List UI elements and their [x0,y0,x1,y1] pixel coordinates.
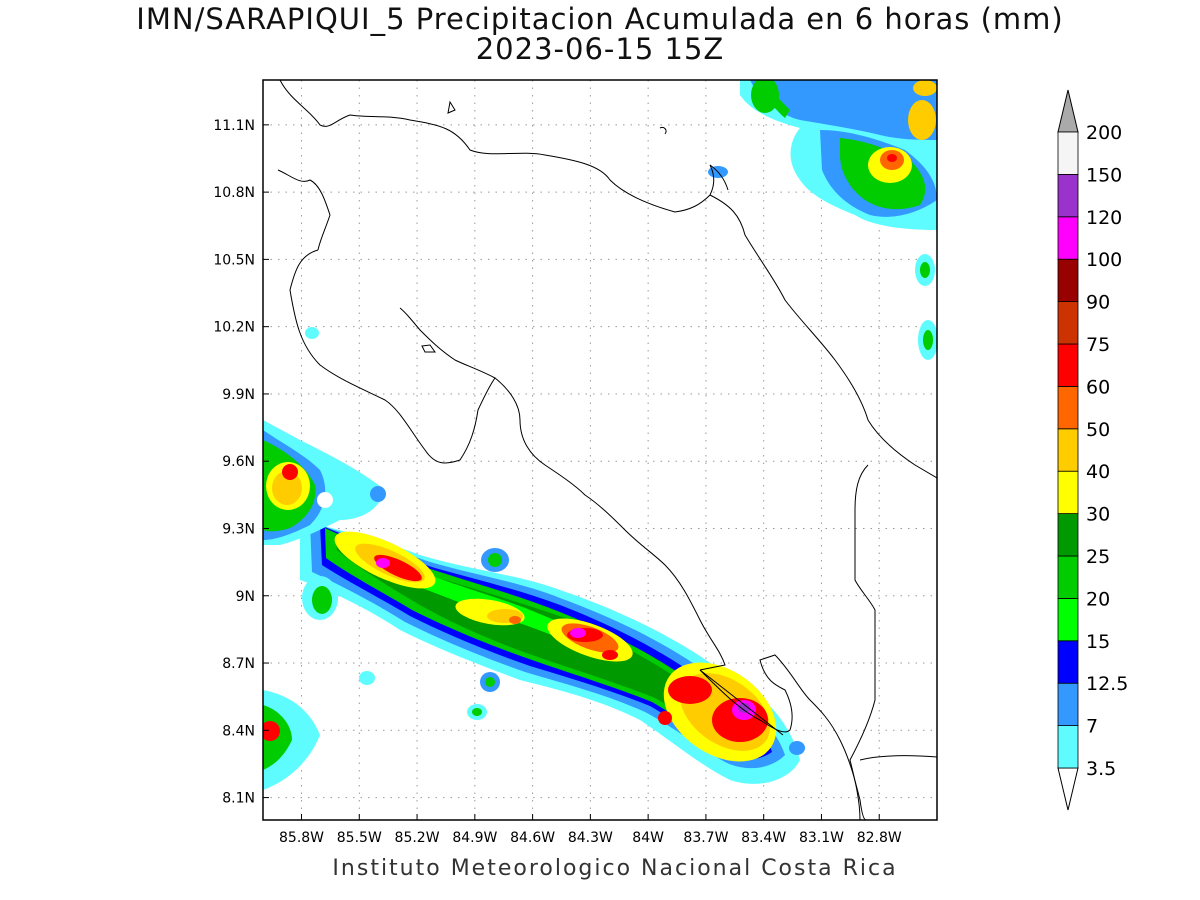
lat-tick-label: 10.8N [213,185,255,201]
map-subtitle-date: 2023-06-15 15Z [475,32,725,66]
lon-tick-label: 82.8W [857,830,902,846]
lat-tick-label: 9.6N [222,454,255,470]
nicaragua-coast [279,80,715,213]
rain-scatter [302,166,805,755]
colorbar-segment [1057,513,1079,557]
colorbar: 3.5 7 12.5 15 20 25 30 40 50 60 75 90 100 120 150 200 [1057,89,1128,811]
colorbar-segment [1057,725,1079,769]
lon-tick-label: 83.1W [799,830,844,846]
colorbar-level-label: 3.5 [1086,758,1116,780]
lat-tick-label: 9N [236,589,255,605]
colorbar-level-label: 120 [1086,207,1122,229]
map-title: IMN/SARAPIQUI_5 Precipitacion Acumulada … [136,2,1064,36]
lon-tick-label: 85.5W [337,830,382,846]
colorbar-bottom-arrow [1057,767,1079,811]
rain-cluster-west-9.5N [263,420,386,545]
lon-tick-label: 83.7W [683,830,728,846]
colorbar-level-label: 7 [1086,716,1098,738]
colorbar-level-label: 40 [1086,461,1110,483]
colorbar-segment [1057,682,1079,727]
colorbar-segment [1057,640,1079,684]
colorbar-level-label: 15 [1086,631,1110,653]
colorbar-level-label: 60 [1086,376,1110,398]
rain-cluster-west-8.4N [263,690,320,790]
colorbar-top-arrow [1057,89,1079,133]
lat-tick-label: 9.9N [222,387,255,403]
lat-tick-label: 10.5N [213,252,255,268]
lat-tick-label: 8.4N [222,723,255,739]
colorbar-segment [1057,343,1079,387]
lat-tick-label: 8.1N [222,791,255,807]
lat-tick-label: 8.7N [222,656,255,672]
lon-tick-label: 83.4W [741,830,786,846]
lon-tick-label: 84.3W [568,830,613,846]
panama-coast [859,755,937,761]
lat-tick-label: 10.2N [213,320,255,336]
colorbar-level-label: 30 [1086,504,1110,526]
lon-tick-label: 84W [632,830,664,846]
lon-tick-label: 84.9W [452,830,497,846]
island [447,100,456,114]
gulf-line [699,669,784,736]
colorbar-level-label: 90 [1086,292,1110,314]
colorbar-level-label: 200 [1086,122,1122,144]
colorbar-level-label: 25 [1086,546,1110,568]
lon-tick-label: 84.6W [510,830,555,846]
lon-tick-label: 85.2W [395,830,440,846]
colorbar-level-label: 75 [1086,334,1110,356]
rain-cell-84.8W [455,598,525,626]
colorbar-segment [1057,470,1079,515]
lake-edge [659,127,667,135]
rain-cell-84.3W [547,618,633,662]
caribbean-coast [709,194,937,479]
colorbar-segment [1057,428,1079,472]
colorbar-segment [1057,131,1079,175]
colorbar-level-label: 50 [1086,419,1110,441]
colorbar-level-label: 100 [1086,249,1122,271]
colorbar-segment [1057,173,1079,218]
pacific-coast-nicoya [289,249,496,464]
osa-peninsula [699,654,867,820]
coastline-borders [277,80,937,820]
colorbar-level-label: 150 [1086,164,1122,186]
colorbar-segment [1057,216,1079,260]
colorbar-level-label: 20 [1086,588,1110,610]
latitude-ticks: 11.1N 10.8N 10.5N 10.2N 9.9N 9.6N 9.3N 9N 8.7N 8.… [213,118,269,807]
lon-tick-label: 85.8W [279,830,324,846]
lat-tick-label: 11.1N [213,118,255,134]
colorbar-segment [1057,385,1079,430]
gulf-nicoya [494,377,726,671]
colorbar-level-label: 12.5 [1086,673,1128,695]
rain-cluster-northeast [740,80,937,360]
rain-cell-85.3W [334,531,436,589]
colorbar-segment [1057,301,1079,345]
nicoya-island [421,344,436,353]
map-frame [262,79,938,821]
precipitation-field [263,80,937,790]
colorbar-segment [1057,555,1079,599]
nicaragua-border [277,164,729,251]
colorbar-segment [1057,598,1079,642]
lat-tick-label: 9.3N [222,521,255,537]
credit-text: Instituto Meteorologico Nacional Costa R… [332,856,898,881]
longitude-ticks: 85.8W 85.5W 85.2W 84.9W 84.6W 84.3W 84W 83.7W 83… [279,814,902,846]
colorbar-segment [1057,258,1079,303]
